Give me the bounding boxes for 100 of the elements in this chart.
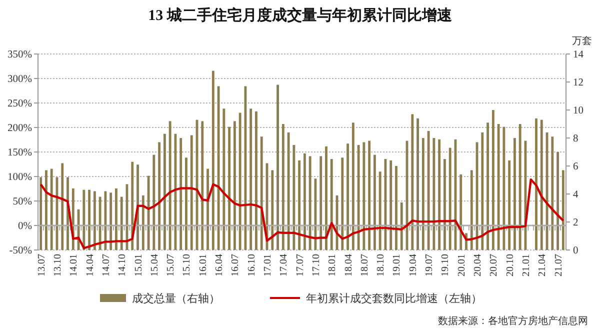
line-series bbox=[40, 178, 564, 250]
x-tick-label: 18.04 bbox=[343, 254, 354, 276]
bar bbox=[486, 122, 489, 250]
x-tick-label: 21.07 bbox=[553, 254, 564, 276]
x-tick-label: 20.10 bbox=[504, 254, 516, 276]
bar bbox=[98, 196, 102, 250]
bar bbox=[556, 152, 559, 250]
bar bbox=[448, 148, 452, 250]
bar bbox=[432, 138, 436, 250]
y2-tick-label: 6 bbox=[573, 162, 578, 173]
bar bbox=[330, 159, 333, 250]
y2-tick-label: 4 bbox=[573, 190, 579, 201]
bar bbox=[120, 196, 123, 250]
x-tick-label: 19.10 bbox=[440, 254, 452, 276]
bar bbox=[518, 124, 522, 250]
bar bbox=[368, 140, 371, 250]
y2-tick-label: 14 bbox=[573, 50, 584, 61]
bar bbox=[373, 154, 376, 250]
bar bbox=[110, 192, 112, 250]
x-tick-label: 21.01 bbox=[520, 254, 532, 276]
bar bbox=[551, 136, 554, 250]
y-tick-label: 350% bbox=[8, 50, 32, 61]
bar bbox=[341, 158, 344, 250]
bar bbox=[201, 121, 204, 250]
x-tick-label: 14.04 bbox=[84, 254, 96, 276]
bar bbox=[244, 86, 247, 250]
bar bbox=[395, 166, 398, 250]
y2-tick-label: 10 bbox=[573, 106, 584, 117]
y-tick-label: 150% bbox=[8, 148, 32, 159]
y-tick-label: 100% bbox=[8, 172, 32, 184]
bar bbox=[174, 134, 177, 250]
bar bbox=[535, 118, 538, 250]
x-tick-label: 18.01 bbox=[327, 254, 338, 276]
x-tick-label: 19.01 bbox=[392, 254, 403, 276]
x-tick-label: 14.01 bbox=[68, 254, 80, 276]
bar bbox=[502, 126, 506, 250]
x-tick-label: 15.10 bbox=[182, 254, 193, 276]
bar bbox=[142, 195, 144, 250]
bar bbox=[61, 163, 64, 250]
bar bbox=[88, 190, 91, 250]
bar bbox=[298, 160, 301, 250]
x-tick-label: 19.04 bbox=[408, 254, 419, 276]
bar bbox=[163, 134, 166, 250]
bar bbox=[492, 110, 494, 250]
bar bbox=[390, 160, 392, 250]
bar bbox=[320, 156, 322, 250]
legend-label: 年初累计成交套数同比增速（左轴） bbox=[306, 292, 482, 305]
bar bbox=[481, 132, 484, 250]
x-tick-label: 19.07 bbox=[424, 254, 436, 276]
bar bbox=[158, 142, 161, 250]
bar bbox=[276, 84, 279, 250]
x-tick-label: 18.07 bbox=[359, 254, 370, 276]
bar bbox=[362, 142, 366, 250]
bar bbox=[255, 111, 258, 250]
x-tick-label: 16.10 bbox=[246, 254, 258, 276]
chart-title: 13 城二手住宅月度成交量与年初累计同比增速 bbox=[148, 6, 453, 24]
bar bbox=[115, 188, 118, 250]
x-tick-label: 17.07 bbox=[294, 254, 306, 276]
bar bbox=[508, 160, 511, 250]
bar bbox=[82, 190, 86, 250]
bar bbox=[190, 135, 193, 250]
x-tick-label: 18.10 bbox=[376, 254, 387, 276]
x-tick-label: 17.10 bbox=[310, 254, 322, 276]
bar bbox=[45, 170, 48, 250]
y2-tick-label: 2 bbox=[573, 218, 578, 229]
bar bbox=[212, 70, 214, 250]
x-tick-label: 14.07 bbox=[100, 254, 112, 276]
x-tick-label: 20.01 bbox=[456, 254, 468, 276]
bar bbox=[260, 136, 263, 250]
y-tick-label: 200% bbox=[8, 123, 32, 134]
y2-tick-label: 12 bbox=[573, 78, 584, 89]
bar bbox=[271, 170, 274, 250]
bar bbox=[50, 168, 53, 250]
bar bbox=[233, 121, 236, 250]
bar bbox=[292, 145, 296, 250]
bar bbox=[470, 170, 473, 250]
y-tick-label: 0% bbox=[18, 221, 32, 232]
bar bbox=[152, 154, 156, 250]
x-tick-label: 14.10 bbox=[117, 254, 128, 276]
bar bbox=[228, 126, 231, 250]
y2-tick-label: 8 bbox=[573, 134, 578, 145]
bar bbox=[497, 124, 500, 250]
bar bbox=[325, 146, 328, 250]
bar bbox=[131, 162, 134, 250]
bar bbox=[378, 172, 382, 250]
y-tick-label: 50% bbox=[12, 196, 32, 208]
bar bbox=[303, 153, 306, 250]
bar bbox=[185, 158, 188, 250]
y2-tick-label: 0 bbox=[573, 246, 578, 257]
bar bbox=[357, 145, 360, 250]
x-tick-label: 15.01 bbox=[133, 254, 144, 276]
bar bbox=[168, 121, 172, 250]
x-tick-label: 13.07 bbox=[36, 254, 48, 276]
bar bbox=[282, 124, 284, 250]
bar bbox=[136, 164, 139, 250]
bar bbox=[104, 191, 107, 250]
x-tick-label: 17.01 bbox=[262, 254, 274, 276]
bar bbox=[40, 177, 42, 250]
bar bbox=[206, 168, 209, 250]
y2-axis-title: 万套 bbox=[572, 35, 592, 47]
